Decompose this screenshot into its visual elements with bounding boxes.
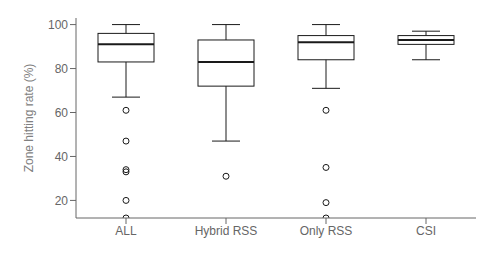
svg-text:40: 40 <box>55 150 69 164</box>
svg-text:60: 60 <box>55 106 69 120</box>
svg-text:Hybrid RSS: Hybrid RSS <box>195 224 258 238</box>
svg-text:Only RSS: Only RSS <box>300 224 353 238</box>
svg-text:80: 80 <box>55 62 69 76</box>
svg-text:ALL: ALL <box>115 224 137 238</box>
svg-text:CSI: CSI <box>416 224 436 238</box>
svg-text:100: 100 <box>48 18 68 32</box>
svg-text:Zone hitting rate (%): Zone hitting rate (%) <box>22 64 36 173</box>
svg-text:20: 20 <box>55 194 69 208</box>
